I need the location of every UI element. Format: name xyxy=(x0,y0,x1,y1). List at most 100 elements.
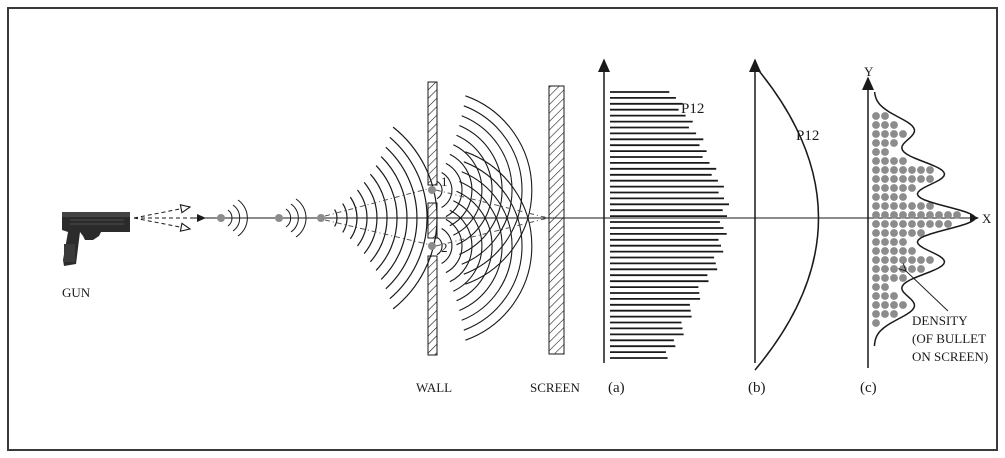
panel-c-label: (c) xyxy=(860,380,877,396)
bullet-dot xyxy=(881,202,889,210)
bullet-dot xyxy=(881,292,889,300)
panel-a-p12-label: P12 xyxy=(681,101,704,117)
slit-1-label: 1 xyxy=(441,174,448,189)
wall-label: WALL xyxy=(416,380,452,395)
bullet-dot xyxy=(881,211,889,219)
bullet-dot xyxy=(872,166,880,174)
bullet-dot xyxy=(872,184,880,192)
bullet-dot xyxy=(944,220,952,228)
bullet-dot xyxy=(935,220,943,228)
bullet-trajectories xyxy=(133,204,206,232)
slit-1-wavefront xyxy=(453,144,483,236)
bullet-dot xyxy=(899,157,907,165)
bullet-dot xyxy=(890,274,898,282)
bullet-dot xyxy=(872,202,880,210)
incident-wavefront xyxy=(375,165,398,271)
bullet-dot xyxy=(872,157,880,165)
slit-2-wavefront xyxy=(449,209,473,283)
bullet-dot xyxy=(872,310,880,318)
bullet-dot xyxy=(917,211,925,219)
bullet-dot xyxy=(899,220,907,228)
slit-2-dot xyxy=(428,242,436,250)
incident-wavefront xyxy=(369,173,388,263)
bullet-dot xyxy=(881,175,889,183)
bullet-dot xyxy=(917,166,925,174)
slit-2-label: 2 xyxy=(441,240,448,255)
bullet-dot xyxy=(917,229,925,237)
slit-1-wavefront xyxy=(449,153,473,227)
gun-label: GUN xyxy=(62,285,91,300)
bullet-dot xyxy=(908,211,916,219)
bullet-dot xyxy=(872,193,880,201)
bullet-dot xyxy=(917,202,925,210)
slit-2-wavefront xyxy=(459,180,503,312)
bullet-dot xyxy=(872,211,880,219)
bullet-dot xyxy=(908,166,916,174)
bullet-dot xyxy=(899,265,907,273)
bullet-dot xyxy=(935,211,943,219)
slit-2-wavefront xyxy=(456,190,493,302)
bullet-dot xyxy=(881,130,889,138)
bullet-dot xyxy=(890,139,898,147)
bullet-dot xyxy=(881,139,889,147)
panel-b-label: (b) xyxy=(748,380,766,396)
bullet-dot xyxy=(881,229,889,237)
bullet-dot xyxy=(872,121,880,129)
panel-a-label: (a) xyxy=(608,380,625,396)
bullet-dot xyxy=(872,319,880,327)
incident-wavefront xyxy=(385,146,418,290)
bullet-dot xyxy=(890,157,898,165)
bullet-dot xyxy=(908,256,916,264)
bullet-dot xyxy=(881,112,889,120)
bullet-dot xyxy=(881,256,889,264)
bullet-dot xyxy=(899,202,907,210)
incident-wavefront xyxy=(380,156,408,280)
wall-barrier xyxy=(427,81,438,356)
bullet-dot xyxy=(872,301,880,309)
detection-screen xyxy=(548,85,565,355)
bullet-dot xyxy=(872,220,880,228)
bullet-dot xyxy=(917,220,925,228)
bullet-dot xyxy=(872,256,880,264)
density-label-line1: DENSITY xyxy=(912,313,968,328)
diffracted-wavefronts xyxy=(436,95,533,341)
bullet-dot xyxy=(953,211,961,219)
slit-1-wavefront xyxy=(465,95,533,285)
pistol-icon xyxy=(62,212,130,266)
bullet-dot xyxy=(908,247,916,255)
bullet-dot xyxy=(872,274,880,282)
rays-to-screen xyxy=(435,189,549,247)
bullet-dot xyxy=(908,202,916,210)
incident-wavefront xyxy=(342,203,348,233)
incident-wavefront xyxy=(363,182,378,254)
bullet-dot xyxy=(944,211,952,219)
bullet-dot xyxy=(926,175,934,183)
bullet-dot xyxy=(899,130,907,138)
bullet-dot xyxy=(881,166,889,174)
bullet-dot xyxy=(881,193,889,201)
bullet-dot xyxy=(899,238,907,246)
bullet-dot xyxy=(917,265,925,273)
bullet-dot xyxy=(899,301,907,309)
bullet-dot xyxy=(890,175,898,183)
slit-2-wavefront xyxy=(463,161,523,331)
bullet-dot xyxy=(881,247,889,255)
bullet-dot xyxy=(908,175,916,183)
incident-wavefront xyxy=(349,196,358,240)
bullet-dot xyxy=(890,166,898,174)
bullet-dot xyxy=(881,310,889,318)
bullet-dot xyxy=(899,256,907,264)
bullet-dot xyxy=(890,193,898,201)
bullet-dot xyxy=(881,283,889,291)
bullet-dot xyxy=(890,247,898,255)
slit-2-wavefront xyxy=(453,200,483,292)
bullet-dot xyxy=(890,301,898,309)
bullet-dot xyxy=(890,202,898,210)
bullet-dot xyxy=(881,148,889,156)
bullet-dot xyxy=(890,256,898,264)
panel-c-x-label: X xyxy=(982,211,992,226)
wave-source-small-1 xyxy=(217,199,248,237)
bullet-dot xyxy=(890,220,898,228)
bullet-dot xyxy=(890,265,898,273)
bullet-dot xyxy=(917,256,925,264)
